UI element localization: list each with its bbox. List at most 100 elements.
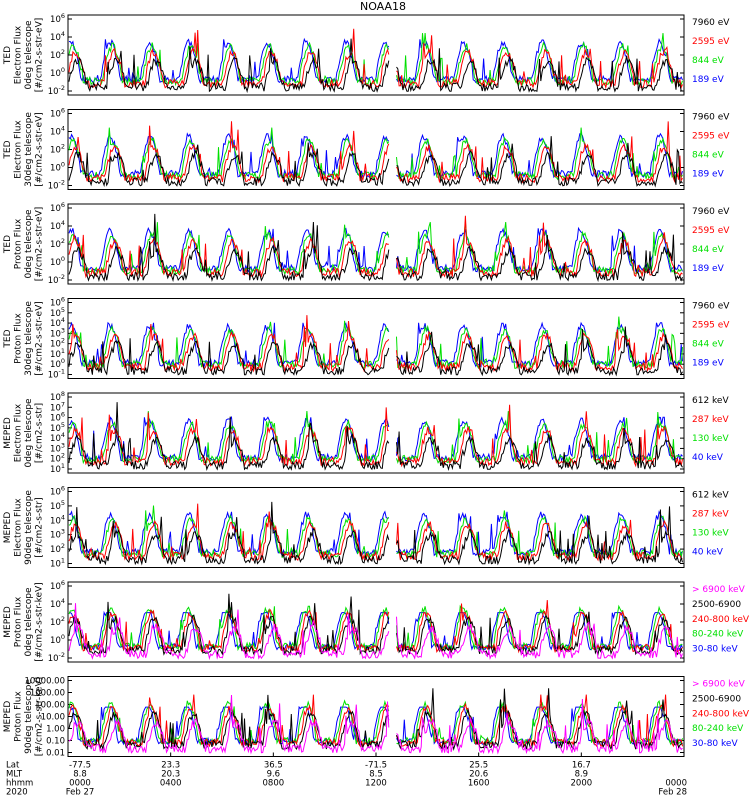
y-tick-label: 104 — [50, 219, 65, 232]
panel-frame — [67, 203, 685, 285]
x-tick-label: 23.3 — [161, 761, 180, 771]
y-tick-label: 102 — [50, 615, 65, 628]
y-axis-label-line: TED — [3, 46, 13, 65]
y-axis-label-line: [#/cm2-s-str-eV] — [35, 207, 45, 282]
legend-entry: 40 keV — [692, 453, 724, 463]
series-line--6900-kev — [68, 694, 683, 755]
y-tick-label: 106 — [50, 201, 65, 214]
y-axis-label-line: [#/cm2-s-str-keV] — [35, 677, 45, 756]
legend-entry: 7960 eV — [692, 18, 730, 28]
y-tick-label: 104 — [50, 513, 65, 526]
legend-entry: 612 keV — [692, 491, 729, 501]
legend-entry: 2595 eV — [692, 320, 730, 330]
y-axis-label-line: Electron Flux — [14, 120, 24, 179]
y-axis-label-line: [#/cm2-s-str-eV] — [35, 112, 45, 187]
series-line-612-kev — [68, 402, 683, 472]
series-line-2500-6900 — [68, 593, 683, 657]
series-line-287-kev — [68, 503, 683, 562]
data-traces — [68, 501, 683, 566]
y-axis-label-line: MEPED — [3, 606, 13, 638]
legend-entry: 130 keV — [692, 434, 729, 444]
series-line-844-ev — [68, 221, 683, 276]
y-axis-label-line: 90deg telescope — [24, 679, 34, 754]
legend-entry: 189 eV — [692, 75, 725, 85]
series-line-2595-ev — [68, 215, 683, 279]
y-axis-label-line: Proton Flux — [14, 313, 24, 364]
legend-entry: > 6900 keV — [692, 585, 746, 595]
y-axis-label-line: 30deg telescope — [24, 301, 34, 376]
legend-entry: 287 keV — [692, 509, 729, 519]
chart-title: NOAA18 — [360, 0, 406, 13]
y-axis-label-line: TED — [3, 329, 13, 348]
y-axis-label-line: [#/cm2-s-str-keV] — [35, 582, 45, 661]
legend-entry: 7960 eV — [692, 207, 730, 217]
x-axis-row-label: 2020 — [6, 788, 28, 798]
legend-entry: 2500-6900 — [692, 600, 741, 610]
y-axis-label-line: Electron Flux — [14, 403, 24, 462]
series-line-287-kev — [68, 404, 683, 468]
x-axis-row-label: hhmm — [6, 779, 33, 789]
y-tick-label: 106 — [50, 579, 65, 592]
x-tick-label: 8.9 — [575, 770, 589, 780]
data-traces — [68, 593, 683, 661]
y-axis-label: MEPED Proton Flux 0deg telescope [#/cm2-s-s… — [3, 582, 45, 661]
legend-entry: 612 keV — [692, 396, 729, 406]
x-tick-label: Feb 27 — [66, 788, 95, 798]
x-tick-label: 20.3 — [161, 770, 180, 780]
y-tick-label: 10000.00 — [24, 677, 65, 687]
y-tick-label: 104 — [50, 30, 65, 43]
legend-entry: 2500-6900 — [692, 694, 741, 704]
y-tick-label: 103 — [50, 528, 65, 541]
data-traces — [68, 688, 683, 755]
y-tick-label: 106 — [50, 107, 65, 120]
x-axis-row-label: MLT — [6, 770, 23, 780]
y-axis-label-line: MEPED — [3, 701, 13, 733]
panel-frame — [67, 298, 685, 379]
y-axis-label-line: TED — [3, 140, 13, 159]
panel-8: 10000.001000.00100.0010.001.000.100.01ME… — [3, 676, 750, 759]
y-axis-label-line: [#/cm2-s-str] — [35, 497, 45, 557]
legend-entry: 7960 eV — [692, 113, 730, 123]
legend-entry: 30-80 keV — [692, 645, 738, 655]
y-tick-label: 100 — [50, 66, 65, 79]
y-axis-label-line: Proton Flux — [14, 596, 24, 647]
y-tick-label: 102 — [50, 542, 65, 555]
y-axis-label: MEPED Proton Flux 90deg telescope [#/cm2-s-… — [3, 677, 45, 756]
y-axis-label-line: MEPED — [3, 512, 13, 544]
y-tick-label: 10-2 — [48, 651, 65, 664]
series-line-612-kev — [68, 501, 683, 566]
data-traces — [68, 402, 683, 472]
series-line-7960-ev — [68, 326, 683, 377]
x-tick-label: 1200 — [365, 779, 387, 789]
y-axis-label-line: [#/cm2-s-str-eV] — [35, 18, 45, 93]
y-axis-label: TED Electron Flux 30deg telescope [#/cm2-s-… — [3, 112, 45, 187]
y-axis-label: TED Proton Flux 30deg telescope [#/cm2-s-st… — [3, 301, 45, 376]
y-axis-label: TED Proton Flux 0deg telescope [#/cm2-s-str… — [3, 207, 45, 282]
legend-entry: 240-800 keV — [692, 709, 750, 719]
y-axis-label: MEPED Electron Flux 90deg telescope [#/cm2-… — [3, 490, 45, 565]
legend-entry: > 6900 keV — [692, 680, 746, 690]
series-line-2595-ev — [68, 315, 683, 373]
x-tick-label: 9.6 — [267, 770, 281, 780]
y-tick-label: 104 — [50, 597, 65, 610]
y-axis-label-line: 0deg telescope — [24, 20, 34, 90]
y-tick-label: 102 — [50, 237, 65, 250]
x-tick-label: 2000 — [571, 779, 593, 789]
x-axis-row-label: Lat — [6, 761, 20, 771]
y-tick-label: 100.00 — [35, 701, 65, 711]
y-tick-label: 105 — [50, 499, 65, 512]
data-traces — [68, 28, 683, 94]
y-axis-label-line: [#/cm2-s-str-eV] — [35, 301, 45, 376]
legend-entry: 40 keV — [692, 547, 724, 557]
x-tick-label: 8.8 — [73, 770, 87, 780]
y-tick-label: 1000.00 — [30, 689, 65, 699]
legend-entry: 844 eV — [692, 339, 725, 349]
